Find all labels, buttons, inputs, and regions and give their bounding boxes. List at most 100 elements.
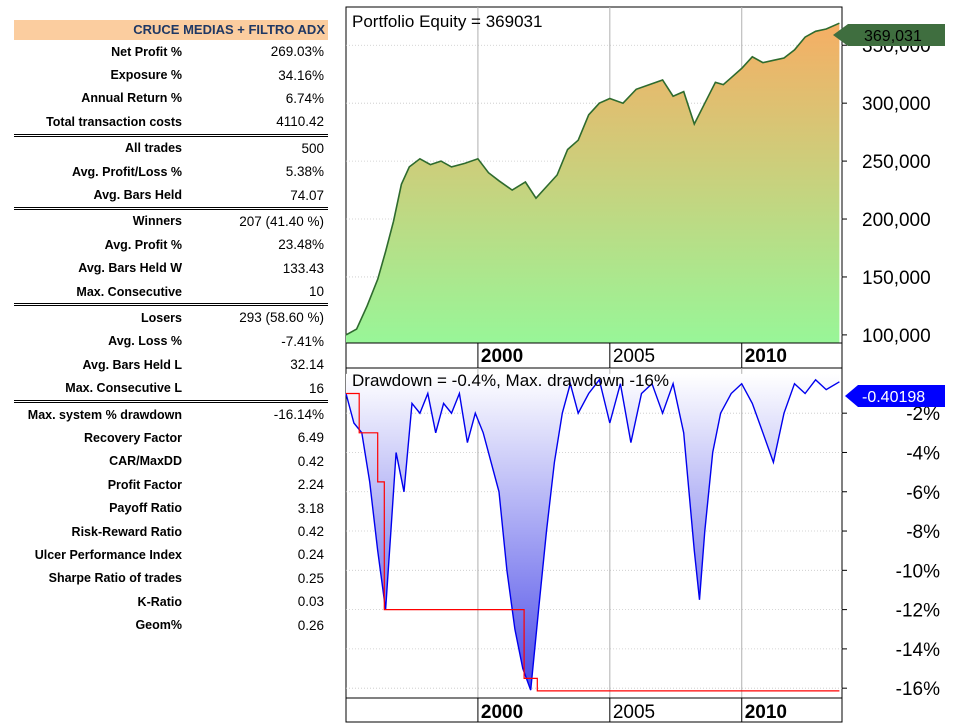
equity-y-tick-label: 150,000 (862, 268, 931, 289)
drawdown-x-tick-label: 2005 (613, 702, 655, 723)
drawdown-x-tick-label: 2000 (481, 702, 523, 723)
stat-row: Max. system % drawdown -16.14% (14, 399, 328, 426)
stat-row: Winners 207 (41.40 %) (14, 206, 328, 233)
stat-label: Ulcer Performance Index (34, 547, 182, 562)
drawdown-y-tick-label: -12% (896, 601, 940, 622)
stat-label: Sharpe Ratio of trades (48, 571, 182, 586)
stat-row: Max. Consecutive L 16 (14, 376, 328, 399)
equity-title: Portfolio Equity = 369031 (352, 12, 542, 31)
drawdown-y-tick-label: -6% (906, 483, 940, 504)
drawdown-last-value: -0.40198 (862, 389, 925, 406)
stat-row: Net Profit % 269.03% (14, 40, 328, 63)
equity-last-value-badge: 369,031 (833, 24, 945, 46)
stat-value: 133.43 (282, 260, 324, 276)
drawdown-x-axis-strip (345, 697, 843, 723)
stat-label: Exposure % (110, 68, 182, 83)
stat-row: K-Ratio 0.03 (14, 590, 328, 613)
stat-value: 2.24 (297, 477, 324, 493)
stat-value: 500 (301, 140, 324, 156)
stat-value: 0.03 (297, 594, 324, 610)
stat-label: All trades (125, 141, 182, 156)
stat-label: Recovery Factor (84, 430, 182, 445)
stat-label: Total transaction costs (46, 114, 182, 129)
stat-label: K-Ratio (137, 594, 182, 609)
stat-row: Geom% 0.26 (14, 613, 328, 636)
stat-row: CAR/MaxDD 0.42 (14, 450, 328, 473)
stat-value: 74.07 (290, 187, 324, 203)
equity-y-tick-label: 300,000 (862, 94, 931, 115)
stat-row: Sharpe Ratio of trades 0.25 (14, 567, 328, 590)
stat-value: -7.41% (281, 333, 324, 349)
drawdown-y-tick-label: -14% (896, 640, 940, 661)
stat-row: Recovery Factor 6.49 (14, 426, 328, 449)
equity-y-tick-label: 100,000 (862, 326, 931, 347)
equity-chart: Portfolio Equity = 369031 100,000 150,000… (345, 6, 945, 347)
stat-label: Geom% (135, 618, 182, 633)
drawdown-y-tick-labels: -2% -4% -6% -8% -10% -12% -14% -16% (842, 404, 940, 700)
stat-value: -16.14% (273, 407, 324, 423)
equity-x-axis-strip (345, 342, 843, 369)
stat-value: 6.74% (285, 90, 324, 106)
drawdown-x-tick-label: 2010 (745, 702, 787, 723)
equity-x-tick-labels: 2000 2005 2010 (477, 343, 787, 368)
stat-value: 10 (308, 284, 324, 300)
stat-label: Avg. Loss % (108, 334, 182, 349)
stat-value: 0.25 (297, 570, 324, 586)
stat-value: 269.03% (270, 44, 324, 60)
drawdown-x-tick-labels: 2000 2005 2010 (477, 698, 787, 723)
stat-row: Avg. Loss % -7.41% (14, 330, 328, 353)
stat-row: Total transaction costs 4110.42 (14, 110, 328, 133)
stat-label: Profit Factor (107, 477, 182, 492)
stat-label: Avg. Profit % (104, 237, 182, 252)
stat-row: All trades 500 (14, 133, 328, 160)
drawdown-area (346, 373, 840, 691)
equity-x-tick-label: 2005 (613, 346, 655, 367)
drawdown-y-tick-label: -16% (896, 679, 940, 700)
stat-value: 32.14 (290, 357, 324, 373)
stat-label: Risk-Reward Ratio (71, 524, 182, 539)
stat-row: Ulcer Performance Index 0.24 (14, 543, 328, 566)
equity-y-tick-label: 250,000 (862, 152, 931, 173)
stat-value: 16 (308, 380, 324, 396)
drawdown-y-tick-label: -4% (906, 443, 940, 464)
stat-row: Avg. Profit/Loss % 5.38% (14, 160, 328, 183)
stat-row: Annual Return % 6.74% (14, 87, 328, 110)
max-drawdown-line (346, 392, 840, 692)
stat-label: Net Profit % (111, 44, 182, 59)
equity-x-tick-label: 2000 (481, 346, 523, 367)
stat-value: 23.48% (278, 237, 324, 253)
stat-row: Max. Consecutive 10 (14, 280, 328, 303)
stat-label: Max. Consecutive (76, 284, 182, 299)
stat-label: Max. system % drawdown (27, 407, 182, 422)
stat-label: CAR/MaxDD (109, 454, 182, 469)
stat-row: Avg. Bars Held L 32.14 (14, 353, 328, 376)
stat-value: 0.42 (297, 453, 324, 469)
stats-rows: Net Profit % 269.03% Exposure % 34.16% Annua… (14, 40, 328, 637)
stat-label: Avg. Bars Held L (82, 357, 182, 372)
stat-label: Avg. Bars Held (93, 188, 182, 203)
stat-label: Avg. Profit/Loss % (72, 164, 182, 179)
stat-label: Annual Return % (81, 91, 182, 106)
stat-value: 293 (58.60 %) (239, 310, 324, 326)
stat-value: 0.24 (297, 547, 324, 563)
drawdown-chart: Drawdown = -0.4%, Max. drawdown -16% -2%… (345, 367, 945, 700)
stats-table: CRUCE MEDIAS + FILTRO ADX Net Profit % 26… (14, 20, 328, 637)
drawdown-line (345, 378, 840, 691)
drawdown-last-value-badge: -0.40198 (845, 385, 945, 407)
stat-value: 5.38% (285, 164, 324, 180)
stat-row: Risk-Reward Ratio 0.42 (14, 520, 328, 543)
stat-value: 34.16% (278, 67, 324, 83)
stat-row: Profit Factor 2.24 (14, 473, 328, 496)
stat-row: Payoff Ratio 3.18 (14, 496, 328, 519)
stat-value: 4110.42 (276, 114, 324, 130)
stat-value: 207 (41.40 %) (239, 213, 324, 229)
stats-title: CRUCE MEDIAS + FILTRO ADX (14, 20, 328, 40)
equity-line (345, 22, 840, 336)
drawdown-title: Drawdown = -0.4%, Max. drawdown -16% (352, 371, 669, 390)
stat-label: Winners (132, 214, 182, 229)
stat-value: 0.26 (297, 617, 324, 633)
stat-row: Losers 293 (58.60 %) (14, 303, 328, 329)
stat-value: 6.49 (297, 430, 324, 446)
stat-row: Avg. Bars Held W 133.43 (14, 257, 328, 280)
